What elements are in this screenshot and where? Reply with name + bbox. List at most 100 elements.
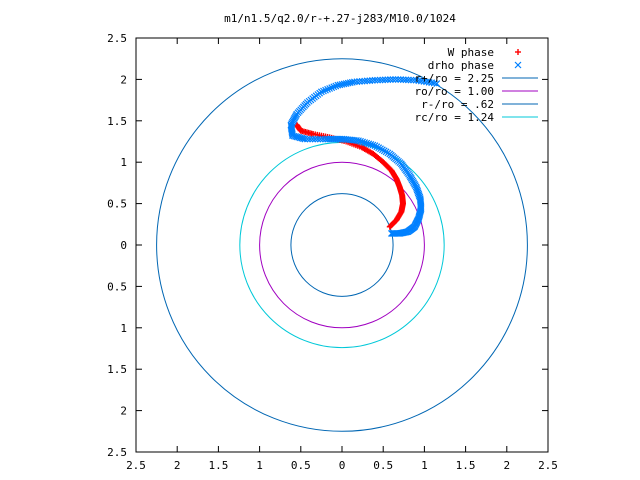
drho-phase-point — [361, 139, 369, 146]
x-b — [381, 76, 389, 84]
y-tick-label: 2.5 — [107, 32, 127, 45]
drho-phase-point — [371, 76, 379, 84]
drho-phase-point — [381, 76, 389, 84]
x-b — [353, 78, 361, 86]
x-b — [413, 185, 421, 192]
drho-phase-point — [320, 87, 327, 95]
x-b — [361, 77, 369, 85]
x-b — [414, 189, 422, 197]
x-b — [350, 78, 358, 86]
x-b — [384, 76, 392, 84]
x-b — [314, 135, 322, 143]
drho-phase-point — [316, 135, 324, 143]
drho-phase-point — [322, 135, 329, 143]
x-b — [374, 76, 381, 84]
x-b — [328, 84, 336, 92]
drho-phase-point — [392, 75, 399, 83]
x-b — [415, 190, 423, 198]
x-b — [316, 135, 324, 143]
x-b — [369, 141, 377, 149]
x-b — [322, 86, 329, 94]
circle-r-series — [156, 58, 528, 432]
x-b — [332, 82, 340, 90]
drho-phase-point — [405, 76, 412, 84]
x-b — [405, 76, 412, 84]
x-b — [363, 77, 371, 85]
circle-r-series — [290, 193, 394, 297]
legend-label: drho phase — [428, 59, 494, 72]
drho-phase-point — [367, 140, 375, 148]
x-b — [413, 186, 421, 194]
x-b — [358, 77, 366, 85]
drho-phase-point — [376, 76, 384, 84]
drho-phase-point — [332, 82, 340, 90]
x-tick-label: 1 — [256, 459, 263, 472]
drho-phase-point — [399, 76, 407, 84]
drho-phase-point — [330, 83, 338, 91]
drho-phase-point — [365, 140, 373, 148]
drho-phase-point — [326, 85, 334, 92]
drho-phase-point — [319, 135, 327, 143]
x-b — [326, 85, 334, 92]
x-b — [430, 79, 438, 87]
x-b — [365, 140, 373, 148]
x-b — [306, 135, 314, 143]
drho-phase-point — [306, 135, 314, 143]
x-b — [416, 196, 424, 204]
drho-phase-point — [407, 76, 415, 84]
x-b — [311, 135, 319, 143]
x-b — [379, 76, 387, 84]
drho-phase-point — [363, 139, 371, 147]
x-b — [334, 81, 342, 89]
x-b — [394, 76, 402, 83]
x-b — [363, 139, 371, 147]
legend-label: rc/ro = 1.24 — [415, 111, 495, 124]
x-b — [338, 80, 346, 88]
x-b — [414, 187, 422, 195]
x-b — [416, 193, 424, 201]
x-b — [402, 76, 410, 84]
x-tick-label: 0 — [339, 459, 346, 472]
y-tick-label: 0.5 — [107, 280, 127, 293]
drho-phase-point — [384, 76, 392, 84]
x-b — [371, 142, 379, 150]
x-b — [292, 133, 300, 140]
y-tick-label: 2 — [120, 405, 127, 418]
x-b — [330, 83, 338, 91]
drho-phase-point — [402, 76, 410, 84]
x-b — [336, 81, 344, 89]
legend-marker-x-b — [514, 61, 522, 69]
y-tick-label: 2.5 — [107, 446, 127, 459]
x-b — [371, 76, 379, 84]
x-b — [346, 79, 354, 87]
drho-phase-point — [328, 84, 336, 92]
drho-phase-point — [309, 135, 317, 143]
drho-phase-point — [379, 76, 387, 84]
x-b — [356, 78, 363, 85]
x-b — [433, 80, 441, 87]
x-b — [317, 88, 325, 96]
x-b — [340, 80, 348, 88]
drho-phase-point — [433, 80, 441, 87]
drho-phase-point — [369, 141, 377, 149]
x-b — [320, 87, 327, 95]
x-b — [415, 192, 423, 200]
x-b — [367, 140, 375, 148]
x-b — [392, 75, 399, 83]
drho-phase-point — [430, 79, 438, 87]
x-b — [386, 76, 394, 84]
x-b — [342, 80, 350, 87]
drho-phase-point — [386, 76, 394, 84]
x-b — [366, 77, 374, 85]
drho-phase-series — [287, 75, 441, 237]
y-tick-label: 0.5 — [107, 198, 127, 211]
drho-phase-point — [314, 135, 322, 143]
drho-phase-point — [324, 85, 332, 93]
legend-label: ro/ro = 1.00 — [415, 85, 494, 98]
y-tick-label: 1 — [120, 156, 127, 169]
drho-phase-point — [311, 135, 319, 143]
chart-title: m1/n1.5/q2.0/r-+.27-j283/M10.0/1024 — [224, 12, 456, 25]
x-b — [319, 135, 327, 143]
y-tick-label: 1 — [120, 322, 127, 335]
